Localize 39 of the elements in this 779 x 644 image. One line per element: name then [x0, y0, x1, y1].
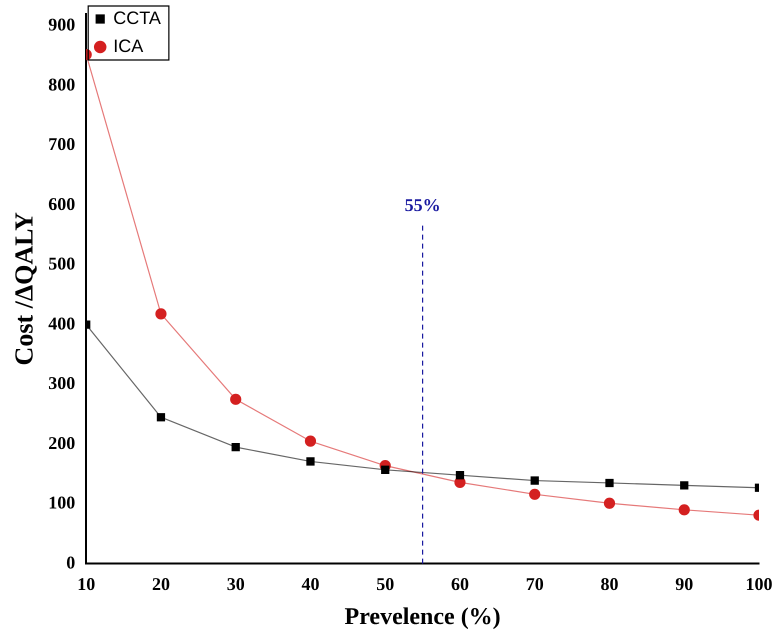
y-tick-label: 400: [48, 313, 76, 334]
point: [678, 504, 690, 516]
y-tick-label: 200: [48, 432, 76, 453]
point: [232, 442, 240, 452]
x-tick-label: 10: [77, 574, 96, 594]
point: [530, 476, 539, 485]
x-tick-label: 70: [526, 574, 544, 594]
x-tick-label: 50: [376, 574, 394, 594]
x-tick-label: 80: [600, 574, 618, 594]
point: [304, 436, 316, 447]
x-axis-title: Prevelence (%): [344, 604, 501, 630]
point: [604, 498, 616, 509]
x-tick-label: 100: [746, 574, 772, 594]
point: [155, 308, 167, 320]
x-tick-label: 20: [152, 574, 170, 594]
legend-label: ICA: [113, 36, 144, 56]
point: [456, 471, 464, 480]
y-tick-label: 600: [48, 194, 76, 214]
y-axis-title: Cost /ΔQALY: [9, 212, 38, 366]
y-tick-label: 100: [48, 492, 76, 513]
x-tick-label: 40: [301, 574, 320, 594]
point: [156, 413, 166, 422]
point: [230, 394, 242, 405]
x-tick-label: 90: [675, 574, 694, 594]
y-tick-label: 300: [48, 373, 76, 394]
legend-label: CCTA: [113, 8, 161, 28]
point: [529, 488, 540, 500]
y-tick-label: 800: [48, 74, 76, 94]
point: [605, 478, 614, 488]
y-tick-label: 0: [66, 552, 76, 572]
x-tick-label: 30: [226, 574, 245, 594]
y-tick-label: 500: [48, 254, 76, 274]
point: [680, 481, 688, 490]
ref-line-label: 55%: [404, 194, 441, 215]
point: [381, 466, 390, 474]
point: [306, 457, 315, 466]
y-tick-label: 700: [48, 134, 76, 154]
x-tick-label: 60: [450, 574, 469, 594]
y-tick-label: 900: [48, 14, 76, 35]
